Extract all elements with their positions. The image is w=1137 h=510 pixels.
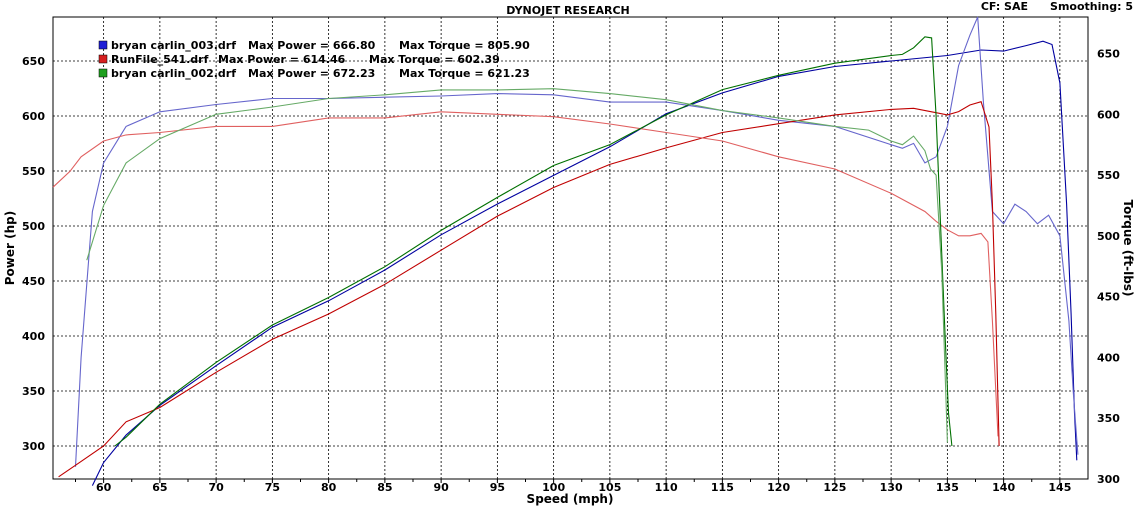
x-tick-label: 105 bbox=[598, 481, 621, 494]
legend-power-002: Max Power = 672.23 bbox=[248, 67, 375, 80]
legend-name-003: bryan carlin_003.drf bbox=[111, 39, 236, 52]
y-left-tick-label: 650 bbox=[22, 55, 45, 68]
y-right-tick-label: 600 bbox=[1097, 108, 1120, 121]
chart-title: DYNOJET RESEARCH bbox=[506, 4, 629, 17]
y-right-tick-label: 350 bbox=[1097, 412, 1120, 425]
y-right-tick-label: 500 bbox=[1097, 230, 1120, 243]
x-tick-label: 95 bbox=[490, 481, 505, 494]
bryan-carlin-003-drf-power-line bbox=[91, 40, 1078, 486]
y-axis-left-label: Power (hp) bbox=[3, 211, 17, 285]
y-left-tick-label: 350 bbox=[22, 385, 45, 398]
y-left-tick-label: 600 bbox=[22, 110, 45, 123]
x-tick-label: 75 bbox=[265, 481, 280, 494]
legend-swatch-003 bbox=[98, 40, 108, 50]
bryan-carlin-003-drf-torque-line bbox=[74, 16, 1079, 467]
x-tick-label: 90 bbox=[433, 481, 449, 494]
bryan-carlin-002-drf-torque-line bbox=[86, 88, 948, 443]
axis-ticks: 60 65 70 75 80 85 90 95 100 105 110 115 120 125 130 135… bbox=[22, 47, 1120, 494]
y-left-tick-label: 500 bbox=[22, 220, 45, 233]
grid bbox=[53, 17, 1088, 479]
x-tick-label: 80 bbox=[321, 481, 337, 494]
x-tick-label: 70 bbox=[208, 481, 224, 494]
x-tick-label: 115 bbox=[711, 481, 734, 494]
x-tick-label: 110 bbox=[655, 481, 678, 494]
y-right-tick-label: 550 bbox=[1097, 169, 1120, 182]
legend-swatch-002 bbox=[98, 68, 108, 78]
x-tick-label: 65 bbox=[152, 481, 167, 494]
legend-torque-541: Max Torque = 602.39 bbox=[369, 53, 500, 66]
y-left-tick-label: 550 bbox=[22, 165, 45, 178]
legend-torque-003: Max Torque = 805.90 bbox=[399, 39, 530, 52]
runfile-541-drf-torque-line bbox=[52, 111, 999, 437]
y-right-tick-label: 400 bbox=[1097, 351, 1120, 364]
series-lines bbox=[52, 16, 1079, 486]
x-tick-label: 60 bbox=[96, 481, 112, 494]
legend: bryan carlin_003.drf Max Power = 666.80 … bbox=[98, 39, 530, 80]
runfile-541-drf-power-line bbox=[58, 101, 1000, 478]
legend-torque-002: Max Torque = 621.23 bbox=[399, 67, 530, 80]
correction-factor-label: CF: SAE bbox=[981, 0, 1028, 13]
legend-power-541: Max Power = 614.46 bbox=[218, 53, 346, 66]
y-left-tick-label: 450 bbox=[22, 275, 45, 288]
x-tick-label: 140 bbox=[992, 481, 1015, 494]
x-tick-label: 125 bbox=[823, 481, 846, 494]
legend-swatch-541 bbox=[98, 54, 108, 64]
legend-name-541: RunFile_541.drf bbox=[111, 53, 209, 66]
x-axis-label: Speed (mph) bbox=[527, 492, 614, 506]
y-right-tick-label: 450 bbox=[1097, 291, 1120, 304]
y-axis-right-label: Torque (ft-lbs) bbox=[1121, 200, 1135, 297]
y-right-tick-label: 300 bbox=[1097, 473, 1120, 486]
x-tick-label: 135 bbox=[936, 481, 959, 494]
y-left-tick-label: 300 bbox=[22, 440, 45, 453]
y-left-tick-label: 400 bbox=[22, 330, 45, 343]
x-tick-label: 145 bbox=[1048, 481, 1071, 494]
bryan-carlin-002-drf-power-line bbox=[114, 36, 953, 447]
x-tick-label: 100 bbox=[542, 481, 565, 494]
x-tick-label: 120 bbox=[767, 481, 790, 494]
legend-power-003: Max Power = 666.80 bbox=[248, 39, 376, 52]
x-tick-label: 85 bbox=[377, 481, 392, 494]
x-tick-label: 130 bbox=[880, 481, 903, 494]
plot-area bbox=[52, 16, 1089, 480]
smoothing-label: Smoothing: 5 bbox=[1050, 0, 1133, 13]
legend-name-002: bryan carlin_002.drf bbox=[111, 67, 236, 80]
y-right-tick-label: 650 bbox=[1097, 47, 1120, 60]
